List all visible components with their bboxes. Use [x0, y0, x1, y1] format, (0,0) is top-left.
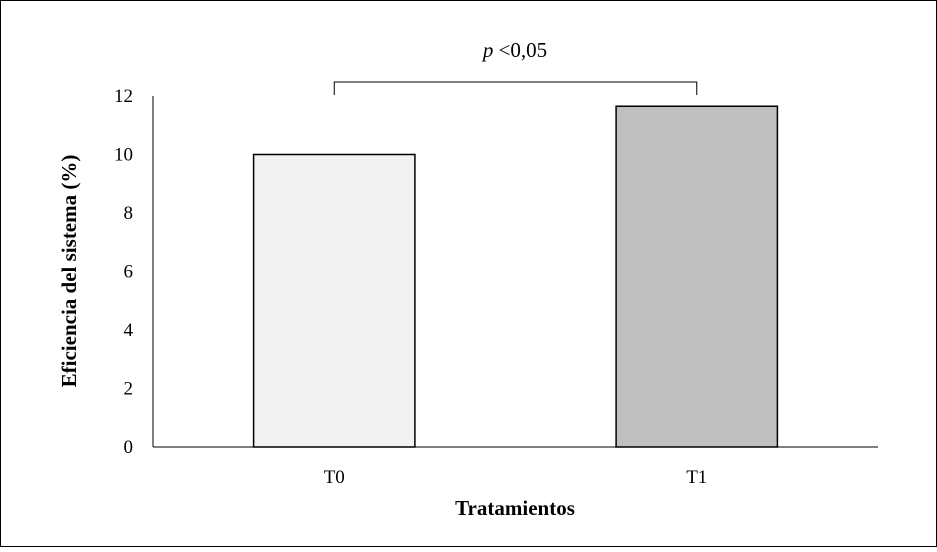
y-axis-title: Eficiencia del sistema (%): [57, 155, 81, 388]
y-tick-label: 0: [124, 437, 134, 458]
significance-bracket: [333, 81, 698, 95]
x-tick-label: T0: [324, 467, 345, 488]
p-symbol: p: [481, 38, 494, 62]
p-threshold: <0,05: [493, 38, 547, 62]
bar-t1: [615, 105, 779, 448]
x-tick-labels: T0 T1: [324, 467, 708, 488]
y-tick-label: 8: [124, 203, 134, 224]
y-tick-label: 6: [124, 262, 134, 283]
significance-annotation: p <0,05: [481, 38, 547, 62]
y-tick-label: 4: [124, 320, 134, 341]
y-tick-label: 10: [114, 145, 133, 166]
y-tick-label: 2: [124, 379, 134, 400]
bars: [252, 105, 779, 448]
y-tick-labels: 0 2 4 6 8 10 12: [114, 86, 134, 458]
x-tick-label: T1: [686, 467, 707, 488]
bar-t0: [252, 153, 416, 448]
y-tick-label: 12: [114, 86, 133, 107]
x-axis-title: Tratamientos: [455, 496, 575, 520]
